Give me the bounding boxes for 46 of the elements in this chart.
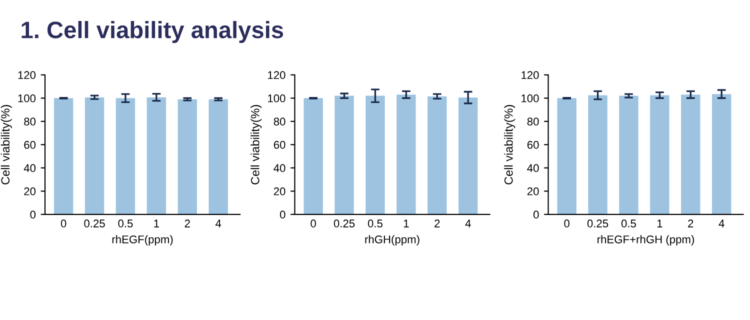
y-tick-label: 80: [274, 118, 286, 126]
y-axis-title: Cell viability(%): [0, 105, 12, 184]
chart-title: 1. Cell viability analysis: [22, 20, 284, 44]
y-tick-label: 120: [522, 71, 539, 80]
y-axis-title: Cell viability(%): [250, 105, 262, 184]
x-tick-label: 0: [310, 220, 316, 228]
y-tick-label: 60: [527, 140, 539, 149]
x-tick-label: 2: [184, 220, 190, 228]
y-tick-label: 100: [18, 94, 36, 102]
x-tick-label: 2: [434, 220, 440, 228]
y-tick-label: 20: [274, 187, 286, 196]
y-tick-label: 40: [527, 164, 539, 172]
x-tick-label: 0.5: [118, 220, 133, 228]
x-axis-title: rhEGF(ppm): [112, 235, 173, 246]
y-tick-label: 100: [522, 94, 539, 102]
x-tick-label: 0.25: [334, 220, 355, 228]
y-tick-label: 60: [274, 140, 286, 149]
y-tick-label: 80: [24, 118, 36, 126]
x-tick-label: 1: [404, 220, 409, 228]
y-tick-label: 20: [24, 187, 36, 196]
x-tick-label: 2: [688, 220, 694, 228]
y-tick-label: 80: [527, 118, 539, 126]
y-tick-label: 0: [30, 210, 36, 219]
y-axis-title: Cell viability(%): [504, 105, 516, 184]
x-tick-label: 0.5: [621, 220, 636, 228]
y-tick-label: 100: [268, 94, 286, 102]
x-tick-label: 0.25: [84, 220, 105, 228]
x-tick-label: 4: [465, 220, 471, 228]
y-tick-label: 40: [274, 164, 286, 172]
x-axis-title: rhEGF+rhGH (ppm): [598, 235, 694, 246]
x-tick-label: 0.25: [587, 220, 608, 228]
y-tick-label: 0: [280, 210, 286, 219]
x-tick-label: 4: [718, 220, 724, 228]
y-tick-label: 40: [24, 164, 36, 172]
x-axis-title: rhGH(ppm): [365, 235, 420, 246]
x-tick-label: 0: [564, 220, 570, 228]
y-tick-label: 120: [18, 71, 36, 80]
y-tick-label: 20: [527, 187, 539, 196]
x-tick-label: 1: [154, 220, 159, 228]
x-tick-label: 1: [657, 220, 662, 228]
y-tick-label: 60: [24, 140, 36, 149]
y-tick-label: 0: [533, 210, 539, 219]
y-tick-label: 120: [268, 71, 286, 80]
x-tick-label: 0.5: [368, 220, 382, 228]
x-tick-label: 0: [60, 220, 66, 228]
x-tick-label: 4: [216, 220, 222, 228]
